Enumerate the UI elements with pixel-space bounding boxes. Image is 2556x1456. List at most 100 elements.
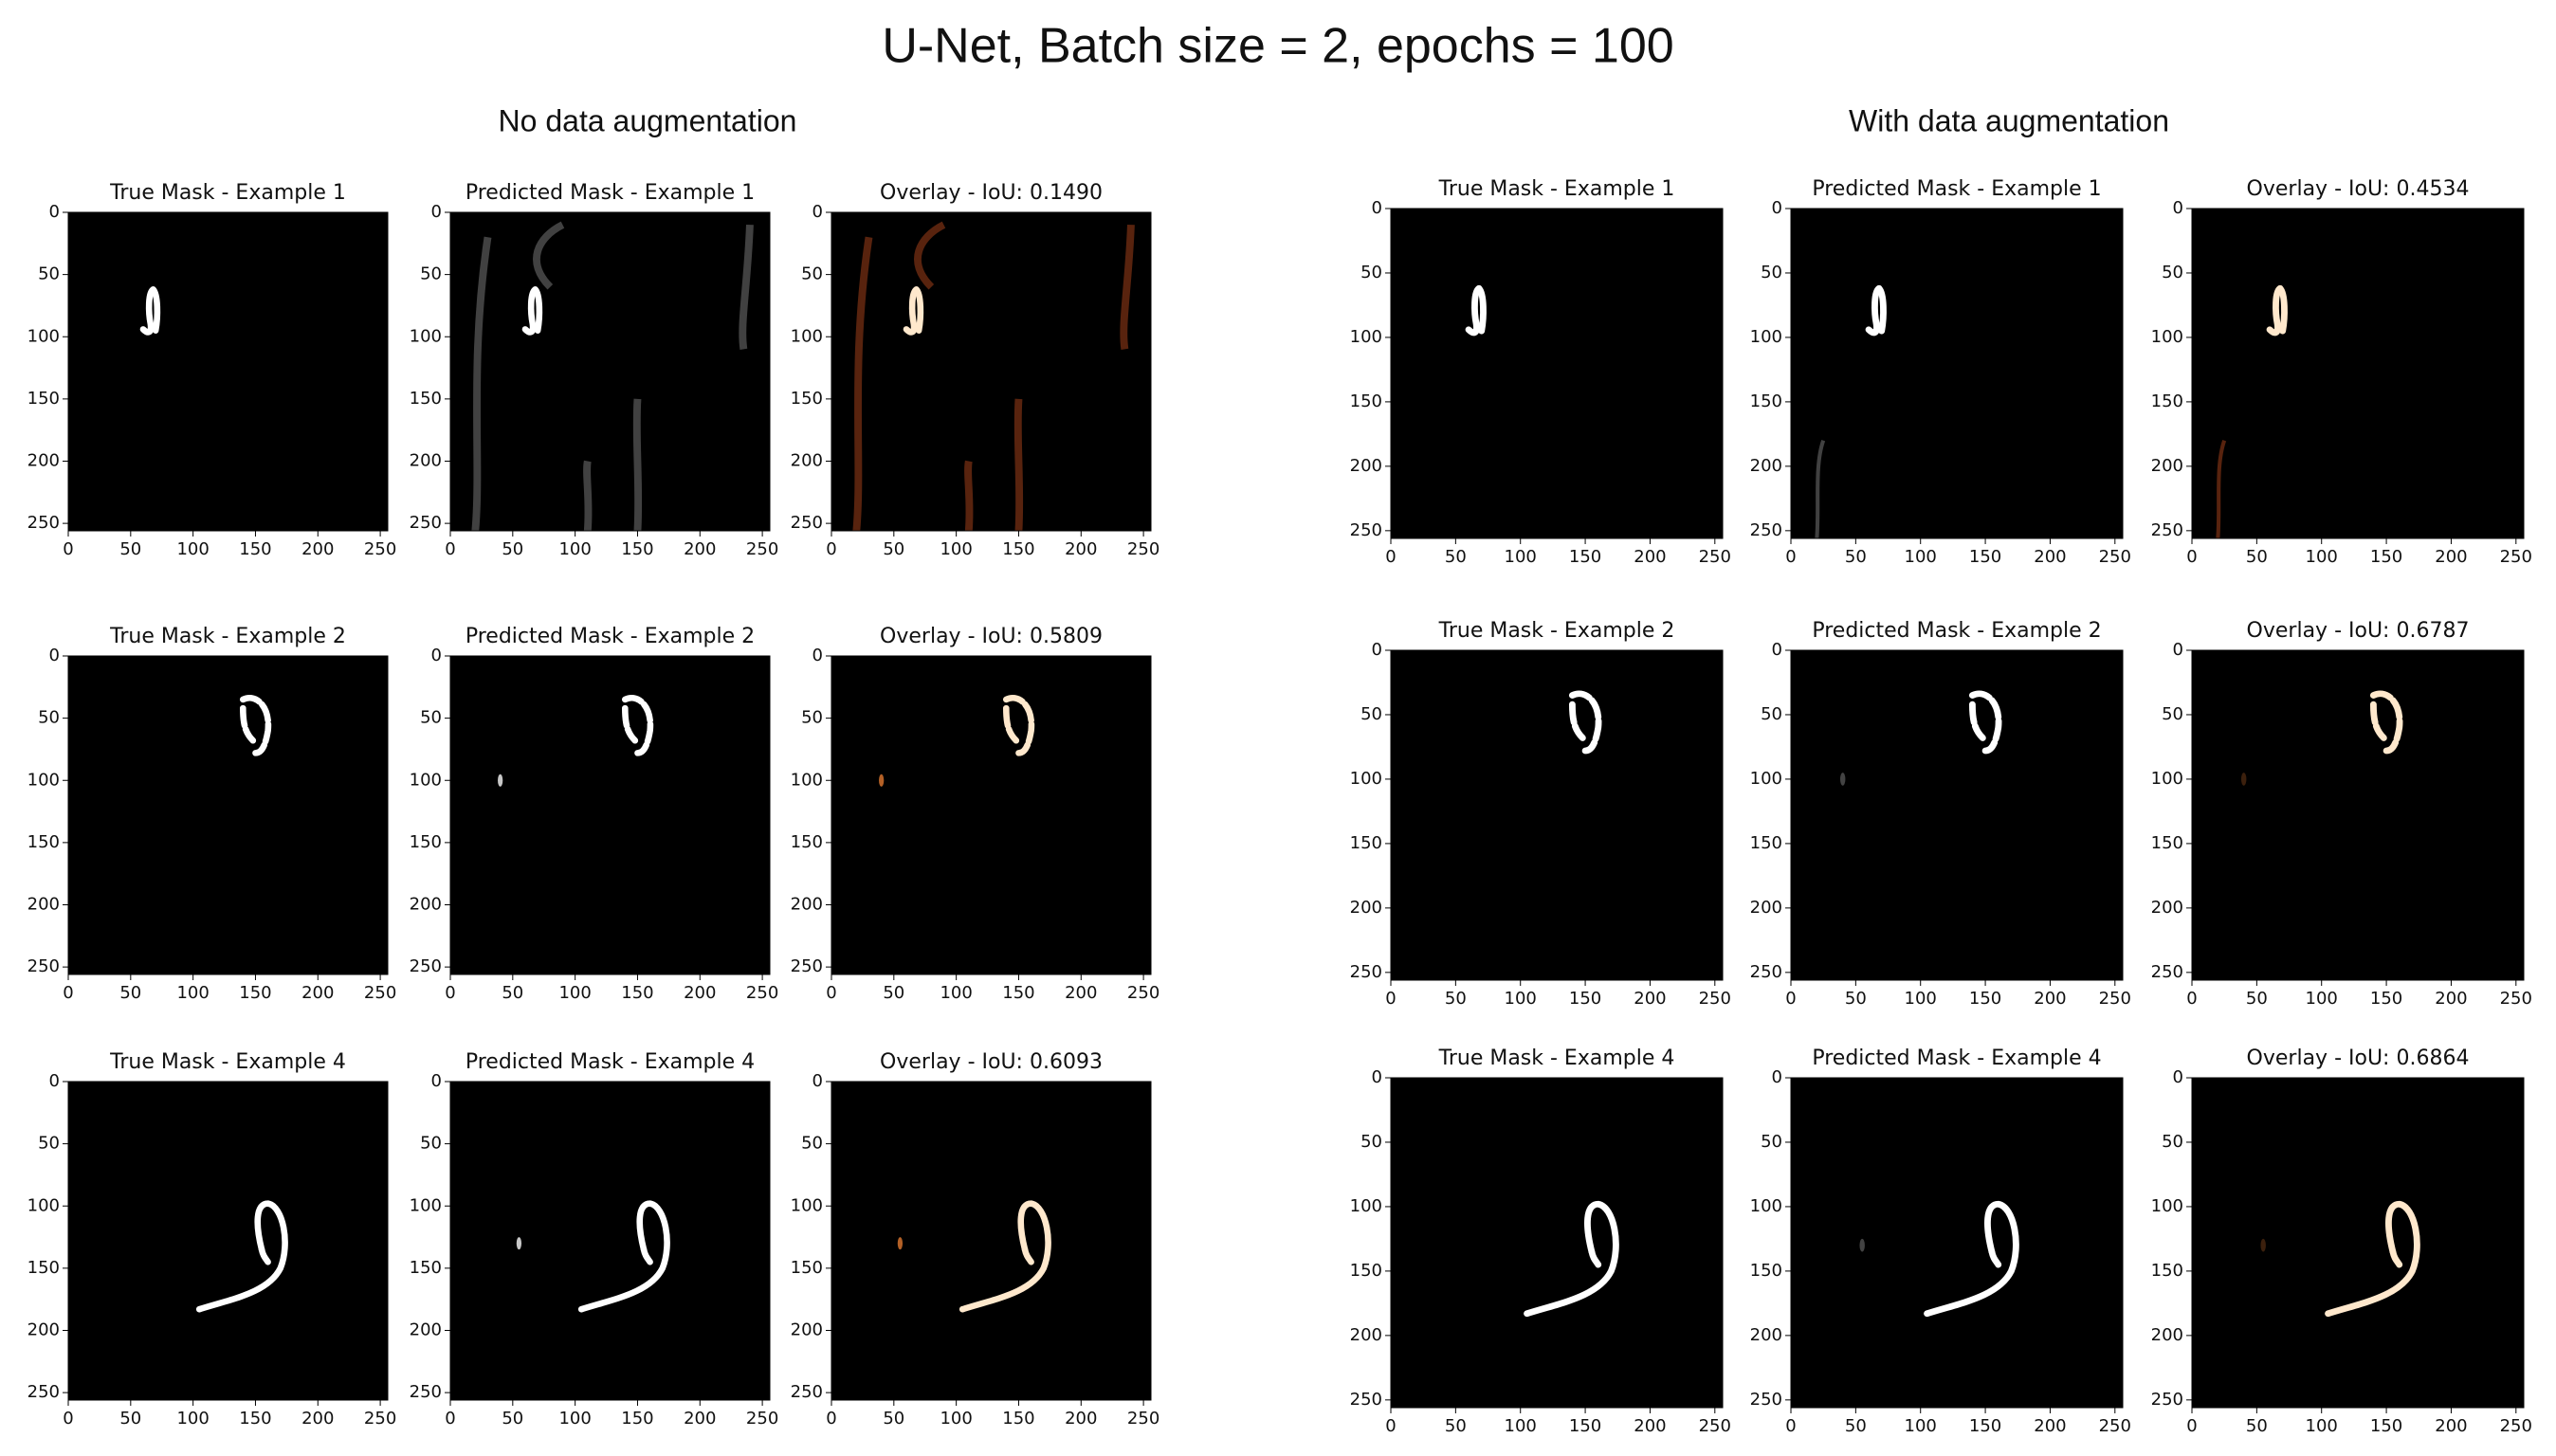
x-tick-label: 200: [301, 539, 334, 559]
axes-frame: [2191, 208, 2525, 539]
y-tick-label: 0: [812, 202, 823, 222]
x-tick-label: 100: [176, 1409, 209, 1429]
y-tick-label: 0: [49, 1071, 60, 1091]
y-tick-label: 150: [1350, 833, 1382, 853]
x-tick-label: 100: [2306, 1416, 2338, 1436]
y-tick-label: 200: [2151, 456, 2183, 476]
x-tick-label: 150: [239, 1409, 271, 1429]
y-tick-label: 150: [791, 1258, 823, 1278]
axes-frame: [67, 655, 389, 975]
x-tick-label: 100: [1505, 989, 1537, 1009]
mask-shape: [1465, 284, 1483, 337]
panel: Predicted Mask - Example 4 0 50 100 150 200 25…: [1750, 1046, 2131, 1436]
mask-image: [2192, 209, 2524, 538]
x-tick-label: 50: [502, 539, 523, 559]
x-tick-label: 0: [1385, 989, 1396, 1009]
x-tick-label: 0: [2186, 547, 2197, 567]
panel: True Mask - Example 10 50 100 150 200 2500501…: [27, 181, 397, 559]
x-tick-label: 150: [1969, 1416, 2001, 1436]
mask-image: [1391, 1078, 1723, 1408]
y-tick-label: 200: [27, 895, 60, 915]
y-tick-label: 250: [410, 956, 442, 976]
image-background: [2192, 650, 2524, 980]
x-tick-label: 200: [2435, 989, 2467, 1009]
panel-title: Overlay - IoU: 0.4534: [2247, 177, 2470, 201]
y-tick-label: 250: [1350, 1390, 1382, 1410]
x-tick-label: 50: [119, 1409, 141, 1429]
y-tick-label: 250: [27, 513, 60, 533]
x-tick-label: 200: [2435, 1416, 2467, 1436]
x-tick-label: 0: [1385, 1416, 1396, 1436]
x-tick-label: 50: [502, 983, 523, 1003]
x-tick-label: 0: [63, 1409, 73, 1429]
y-tick-label: 150: [2151, 391, 2183, 411]
y-tick-label: 100: [791, 1195, 823, 1215]
y-tick-label: 50: [801, 264, 823, 284]
y-tick-label: 50: [1761, 704, 1782, 724]
x-tick-label: 250: [746, 539, 778, 559]
y-tick-label: 50: [38, 1134, 60, 1154]
panel-title: True Mask - Example 1: [109, 181, 346, 205]
x-tick-label: 100: [1905, 547, 1937, 567]
noise: [1120, 224, 1135, 350]
y-tick-label: 200: [27, 451, 60, 471]
x-tick-label: 150: [1002, 983, 1034, 1003]
y-tick-label: 150: [791, 389, 823, 409]
x-tick-label: 150: [1569, 989, 1601, 1009]
axes-frame: [1790, 208, 2124, 539]
mask-shape: [1003, 695, 1035, 756]
x-tick-label: 250: [1699, 989, 1731, 1009]
image-background: [831, 656, 1151, 974]
mask-shape: [240, 704, 257, 744]
x-tick-label: 200: [2034, 989, 2066, 1009]
mask-shape: [1475, 284, 1487, 335]
noise: [516, 1237, 522, 1250]
x-tick-label: 250: [2099, 547, 2131, 567]
panel-title: True Mask - Example 2: [1438, 619, 1675, 643]
section-heading: With data augmentation: [1849, 103, 2169, 137]
y-tick-label: 250: [791, 956, 823, 976]
x-tick-label: 0: [445, 983, 455, 1003]
panel-title: Predicted Mask - Example 2: [1812, 619, 2101, 643]
x-tick-label: 150: [621, 539, 653, 559]
x-tick-label: 200: [1065, 539, 1097, 559]
mask-image: [68, 212, 388, 531]
noise: [632, 398, 643, 531]
noise: [1859, 1238, 1865, 1252]
mask-shape: [1588, 1248, 1602, 1268]
y-tick-label: 0: [1372, 1067, 1382, 1087]
y-tick-label: 200: [410, 451, 442, 471]
y-tick-label: 200: [791, 895, 823, 915]
mask-shape: [2325, 1200, 2420, 1318]
panel: Predicted Mask - Example 1 0 50 100 150 200 25…: [410, 181, 779, 559]
mask-shape: [2369, 701, 2387, 741]
y-tick-label: 100: [791, 326, 823, 346]
x-tick-label: 150: [1969, 547, 2001, 567]
y-tick-label: 0: [1772, 1067, 1782, 1087]
y-tick-label: 200: [2151, 1325, 2183, 1345]
x-tick-label: 0: [63, 983, 73, 1003]
y-tick-label: 200: [1750, 1325, 1782, 1345]
mask-shape: [2389, 1248, 2403, 1268]
mask-shape: [150, 286, 161, 334]
x-tick-label: 200: [1634, 989, 1666, 1009]
mask-image: [1791, 209, 2123, 538]
y-tick-label: 0: [812, 646, 823, 665]
y-tick-label: 100: [27, 326, 60, 346]
image-background: [450, 212, 770, 531]
panel-title: Predicted Mask - Example 1: [1812, 177, 2101, 201]
x-tick-label: 0: [445, 1409, 455, 1429]
x-tick-label: 0: [1785, 989, 1796, 1009]
noise: [914, 221, 946, 290]
x-tick-label: 200: [684, 1409, 716, 1429]
y-tick-label: 250: [791, 513, 823, 533]
y-tick-label: 150: [27, 389, 60, 409]
x-tick-label: 250: [364, 1409, 396, 1429]
image-background: [2192, 1078, 2524, 1408]
y-tick-label: 150: [27, 832, 60, 852]
axes-frame: [1390, 649, 1724, 981]
panel-title: Predicted Mask - Example 2: [466, 625, 755, 648]
x-tick-label: 250: [1127, 1409, 1159, 1429]
x-tick-label: 150: [1569, 1416, 1601, 1436]
